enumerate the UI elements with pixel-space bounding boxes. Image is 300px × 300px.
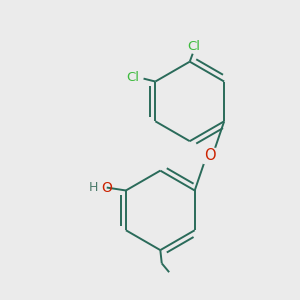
Text: H: H [88, 181, 98, 194]
Text: O: O [204, 148, 215, 164]
Text: Cl: Cl [188, 40, 201, 53]
Text: O: O [101, 181, 112, 194]
Text: Cl: Cl [127, 70, 140, 84]
